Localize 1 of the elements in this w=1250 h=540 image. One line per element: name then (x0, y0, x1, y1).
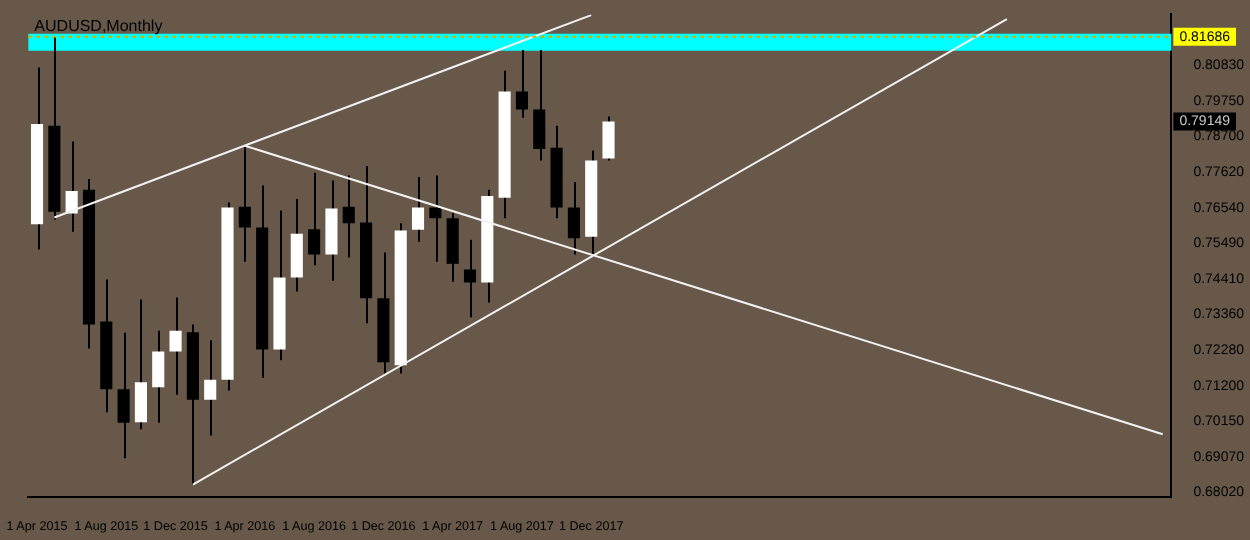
chart-title: AUDUSD,Monthly (34, 16, 163, 35)
